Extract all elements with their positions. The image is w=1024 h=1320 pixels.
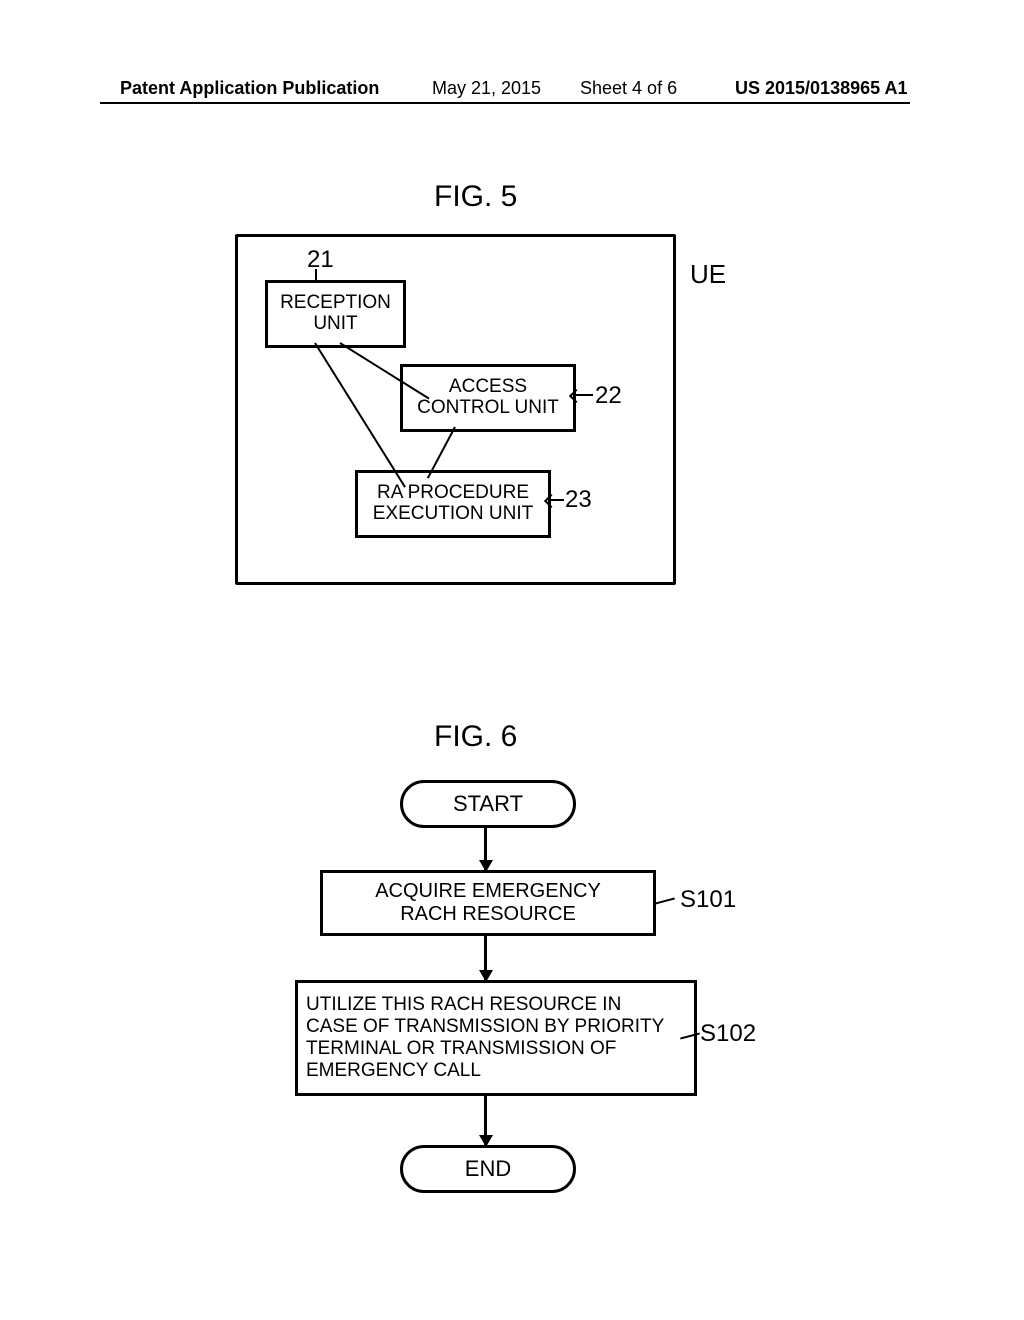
s102-line2: CASE OF TRANSMISSION BY PRIORITY — [306, 1016, 686, 1038]
figure-6-title: FIG. 6 — [434, 720, 517, 754]
reference-number-22: 22 — [595, 382, 622, 410]
flowchart-step-s101: ACQUIRE EMERGENCY RACH RESOURCE — [320, 870, 656, 936]
flowchart-start: START — [400, 780, 576, 828]
reception-unit-line2: UNIT — [268, 314, 403, 335]
flowchart-step-s102: UTILIZE THIS RACH RESOURCE IN CASE OF TR… — [295, 980, 697, 1096]
ra-procedure-line1: RA PROCEDURE — [358, 483, 548, 504]
reception-unit-line1: RECEPTION — [268, 293, 403, 314]
access-control-line1: ACCESS — [403, 377, 573, 398]
ra-procedure-line2: EXECUTION UNIT — [358, 504, 548, 525]
publication-number: US 2015/0138965 A1 — [735, 78, 907, 99]
leader-line-22 — [573, 394, 593, 396]
sheet-number: Sheet 4 of 6 — [580, 78, 677, 99]
header-divider — [100, 102, 910, 104]
s102-line4: EMERGENCY CALL — [306, 1060, 686, 1082]
flowchart-end: END — [400, 1145, 576, 1193]
reference-number-23: 23 — [565, 486, 592, 514]
publication-date: May 21, 2015 — [432, 78, 541, 99]
figure-5-title: FIG. 5 — [434, 180, 517, 214]
leader-s101 — [655, 897, 675, 904]
reception-unit-box: RECEPTION UNIT — [265, 280, 406, 348]
reference-number-21: 21 — [307, 246, 334, 274]
s102-line3: TERMINAL OR TRANSMISSION OF — [306, 1038, 686, 1060]
figure-6-flowchart: START ACQUIRE EMERGENCY RACH RESOURCE S1… — [270, 780, 770, 1210]
ue-label: UE — [690, 259, 726, 290]
publication-type: Patent Application Publication — [120, 78, 379, 99]
step-label-s101: S101 — [680, 886, 736, 914]
s101-line1: ACQUIRE EMERGENCY — [375, 880, 601, 903]
access-control-line2: CONTROL UNIT — [403, 398, 573, 419]
step-label-s102: S102 — [700, 1020, 756, 1048]
s102-line1: UTILIZE THIS RACH RESOURCE IN — [306, 994, 686, 1016]
figure-5-diagram: UE 21 RECEPTION UNIT ACCESS CONTROL UNIT… — [235, 234, 695, 579]
ra-procedure-unit-box: RA PROCEDURE EXECUTION UNIT — [355, 470, 551, 538]
s101-line2: RACH RESOURCE — [400, 903, 576, 926]
leader-line-23 — [548, 499, 564, 501]
